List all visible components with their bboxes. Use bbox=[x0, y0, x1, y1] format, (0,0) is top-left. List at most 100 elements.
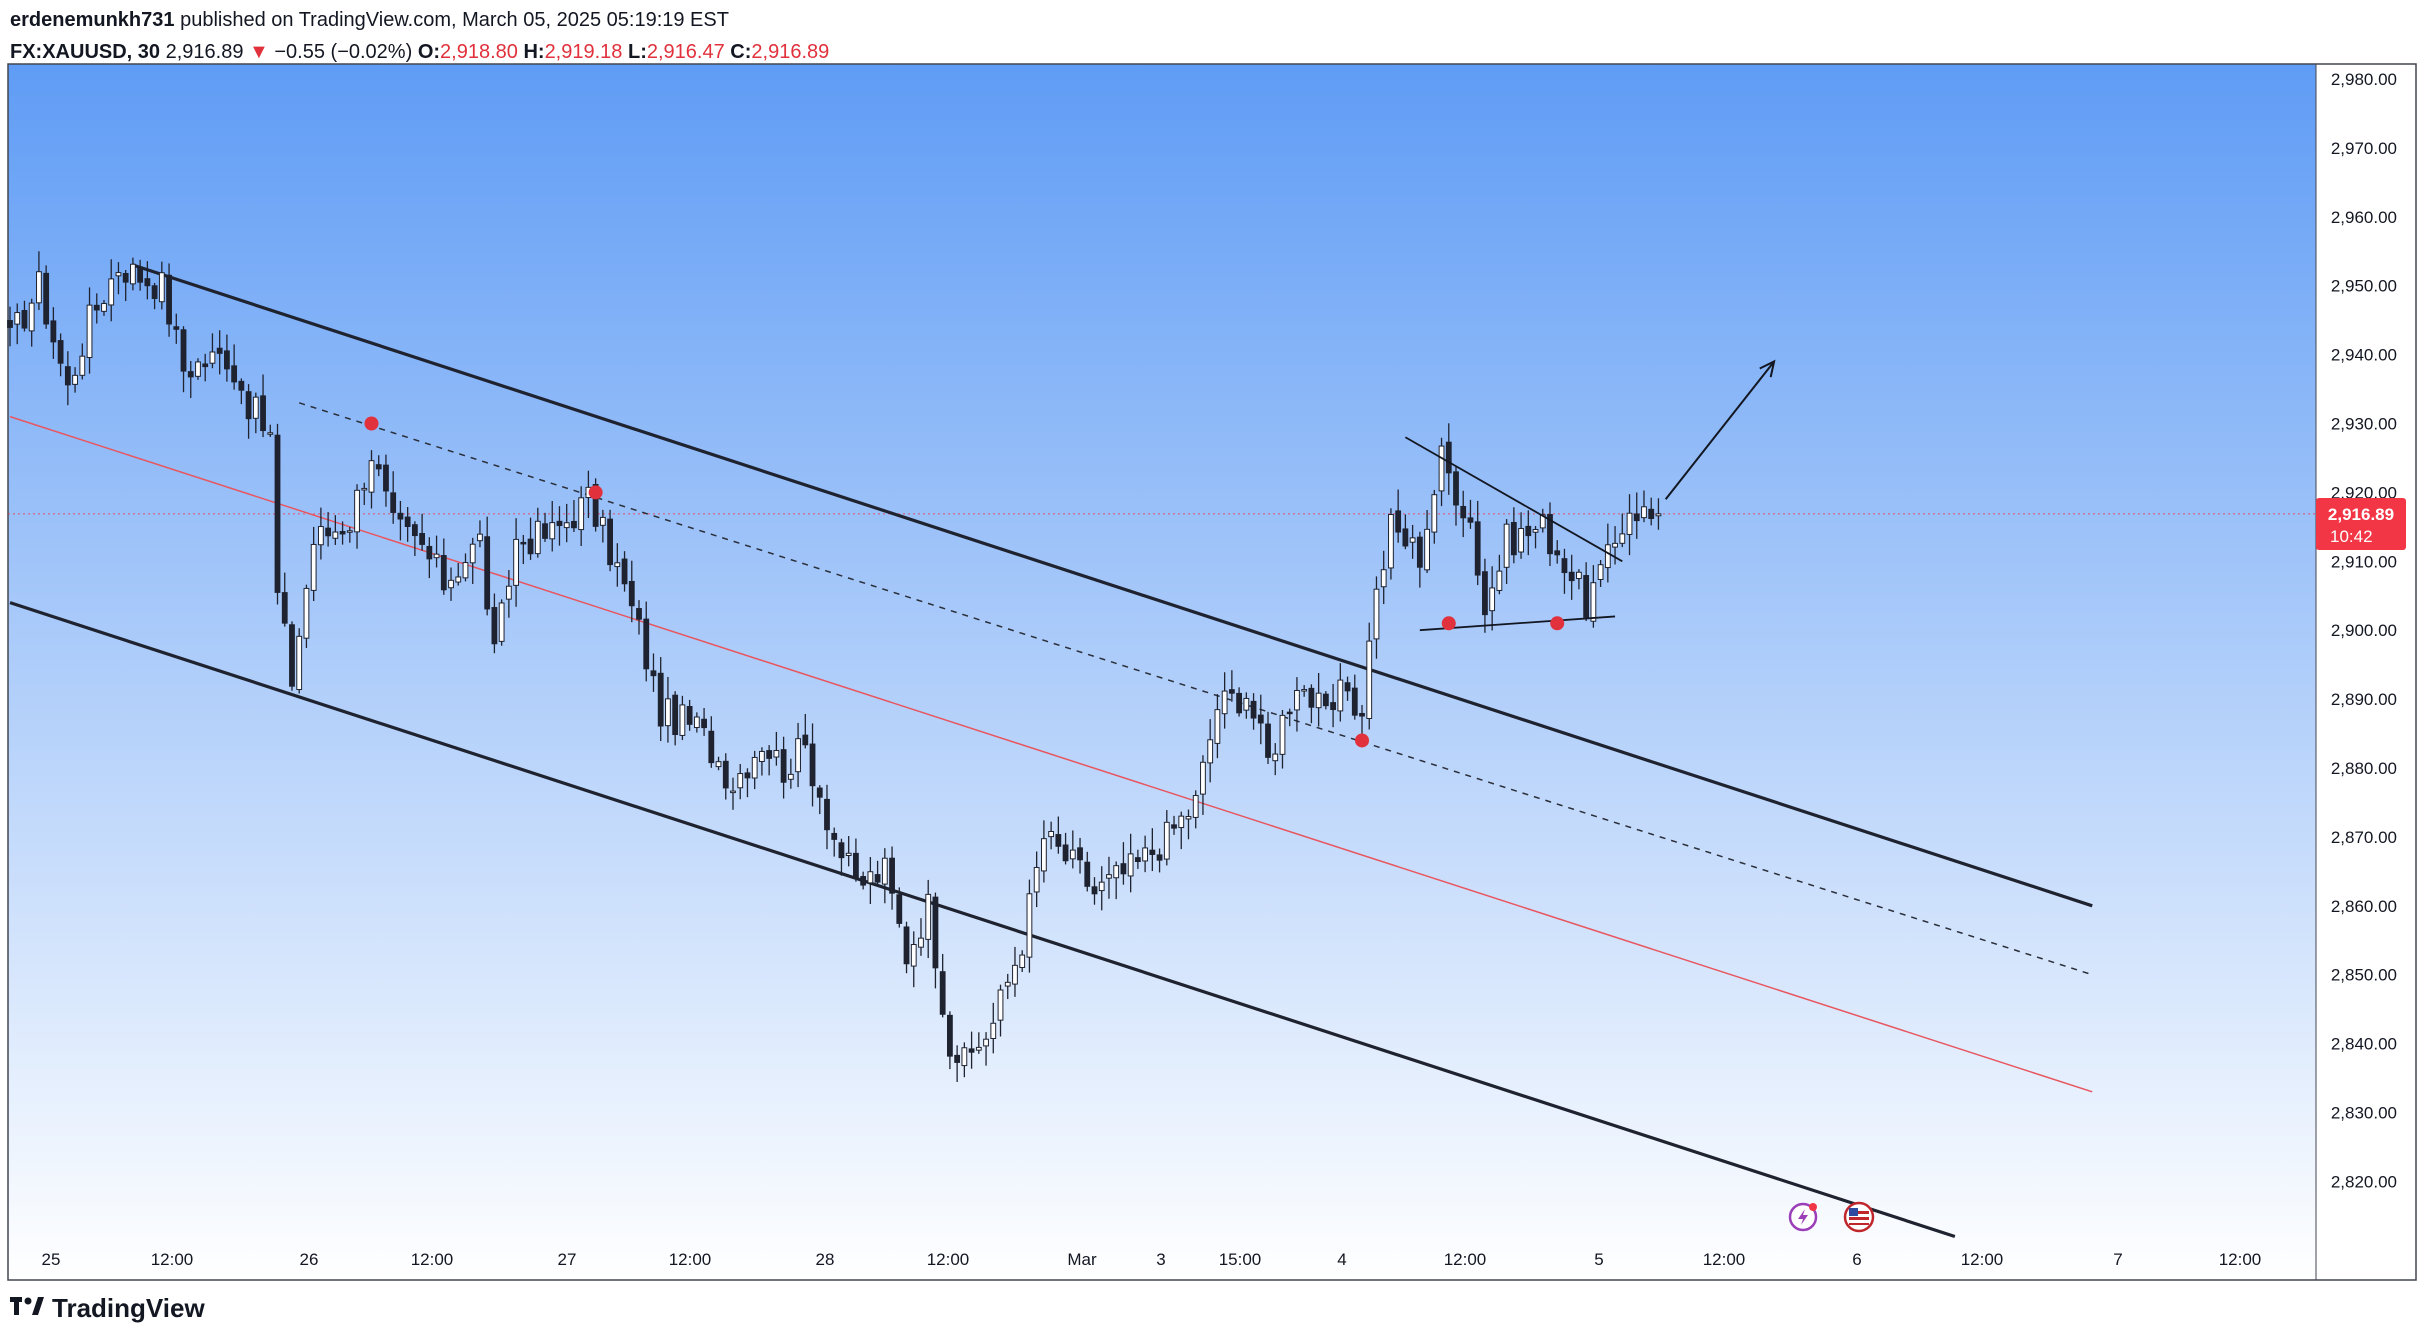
change-arrow-icon: ▼ bbox=[249, 41, 269, 63]
candle bbox=[650, 653, 657, 692]
candle-body bbox=[1626, 512, 1633, 535]
candle-body bbox=[1055, 834, 1062, 847]
candle-body bbox=[845, 852, 852, 857]
candle bbox=[1351, 674, 1358, 720]
candle bbox=[853, 838, 859, 882]
candle-body bbox=[498, 602, 505, 642]
candle bbox=[317, 507, 324, 560]
candle bbox=[1236, 687, 1242, 717]
candle bbox=[1315, 672, 1322, 727]
candle bbox=[686, 699, 693, 731]
candle-body bbox=[947, 1014, 953, 1057]
candle-body bbox=[231, 365, 238, 383]
candle bbox=[151, 282, 158, 310]
candle bbox=[1576, 569, 1582, 590]
candle-body bbox=[874, 874, 881, 883]
candle-body bbox=[1207, 739, 1214, 764]
candle bbox=[72, 367, 78, 393]
flash-icon[interactable] bbox=[1788, 1202, 1818, 1232]
candle-body bbox=[643, 618, 650, 670]
candle bbox=[64, 351, 71, 406]
candle bbox=[1359, 704, 1365, 738]
tradingview-logo[interactable]: TradingView bbox=[10, 1290, 205, 1326]
candle bbox=[831, 827, 838, 857]
candle bbox=[426, 537, 433, 579]
candle-body bbox=[860, 876, 867, 886]
candle-body bbox=[715, 761, 722, 768]
candle bbox=[1113, 861, 1120, 900]
candle bbox=[50, 307, 57, 359]
time-tick-label: 12:00 bbox=[151, 1250, 194, 1269]
candle-body bbox=[339, 531, 346, 535]
candle bbox=[477, 520, 483, 548]
candle-body bbox=[708, 730, 715, 764]
candle-body bbox=[57, 340, 64, 364]
time-tick-label: 26 bbox=[300, 1250, 319, 1269]
candle bbox=[375, 455, 382, 477]
author-name[interactable]: erdenemunkh731 bbox=[10, 9, 175, 31]
candle-body bbox=[563, 522, 570, 529]
candle bbox=[1424, 510, 1430, 573]
candle-body bbox=[14, 312, 21, 325]
candle bbox=[1308, 684, 1315, 724]
candle bbox=[303, 584, 310, 648]
candle-body bbox=[1012, 964, 1018, 985]
candle bbox=[578, 486, 585, 546]
candle bbox=[715, 756, 722, 771]
candle-body bbox=[1619, 533, 1626, 544]
candle bbox=[1243, 692, 1250, 719]
candle bbox=[607, 509, 613, 572]
publish-info: published on TradingView.com, March 05, … bbox=[180, 9, 729, 31]
chart-header: erdenemunkh731 published on TradingView.… bbox=[10, 4, 2410, 68]
candle-body bbox=[990, 1022, 997, 1039]
candle-body bbox=[144, 278, 151, 287]
candle bbox=[1294, 677, 1300, 732]
candle bbox=[433, 535, 440, 568]
candle-body bbox=[1301, 689, 1308, 692]
candle bbox=[1460, 490, 1467, 538]
candle-body bbox=[1257, 714, 1264, 724]
candle-body bbox=[397, 512, 404, 520]
candle bbox=[679, 695, 686, 741]
us-flag-icon[interactable] bbox=[1843, 1201, 1875, 1233]
candle bbox=[1149, 828, 1156, 872]
candle bbox=[1012, 946, 1018, 997]
candle-body bbox=[332, 531, 339, 539]
candle bbox=[310, 526, 317, 602]
candle-body bbox=[520, 541, 527, 545]
candle-body bbox=[1597, 564, 1604, 580]
candle bbox=[1525, 510, 1532, 556]
candle-body bbox=[72, 374, 78, 385]
symbol-label[interactable]: FX:XAUUSD, 30 bbox=[10, 41, 161, 63]
candle bbox=[1156, 848, 1163, 873]
candle bbox=[722, 753, 729, 800]
candle bbox=[361, 482, 368, 505]
candle-body bbox=[202, 363, 209, 368]
candle bbox=[1655, 498, 1662, 530]
candle-body bbox=[1228, 689, 1235, 694]
candle bbox=[440, 538, 447, 595]
candle bbox=[809, 723, 816, 807]
candle-body bbox=[1279, 714, 1286, 755]
candle-body bbox=[1272, 753, 1279, 762]
candle-body bbox=[1409, 537, 1416, 543]
candle-body bbox=[317, 526, 324, 546]
candle-body bbox=[28, 302, 35, 332]
price-tick-label: 2,920.00 bbox=[2331, 483, 2397, 502]
candle-body bbox=[1583, 575, 1590, 618]
chart-frame bbox=[7, 63, 2417, 1281]
candle bbox=[1416, 531, 1423, 588]
candle bbox=[115, 262, 122, 295]
candle bbox=[874, 860, 881, 887]
candle bbox=[614, 543, 621, 587]
candle-body bbox=[954, 1054, 961, 1063]
price-tick-label: 2,840.00 bbox=[2331, 1035, 2397, 1054]
candle-body bbox=[505, 585, 512, 600]
candle-body bbox=[787, 773, 794, 780]
ohlc-line: FX:XAUUSD, 30 2,916.89 ▼ −0.55 (−0.02%) … bbox=[10, 36, 2410, 68]
candle-body bbox=[1547, 514, 1553, 555]
candle bbox=[1583, 562, 1590, 622]
candle bbox=[780, 736, 787, 799]
candle bbox=[108, 259, 115, 322]
